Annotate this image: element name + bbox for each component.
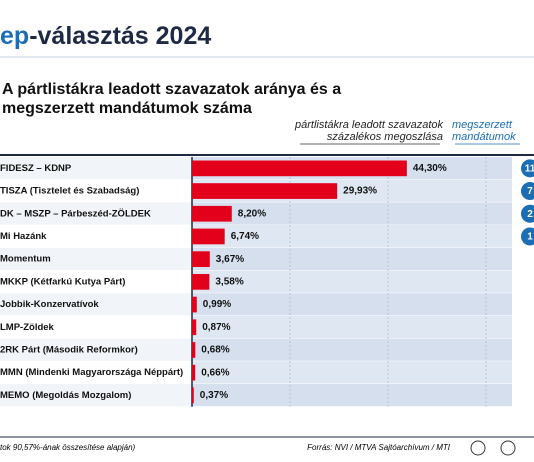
category-label: TISZA (Tisztelet és Szabadság) (0, 186, 139, 197)
header-title: -választás 2024 (29, 22, 212, 50)
category-label: LMP-Zöldek (0, 322, 55, 333)
row-band (0, 384, 192, 407)
bar (192, 251, 210, 267)
seat-label: 7 (527, 186, 533, 197)
panel-band (192, 293, 512, 316)
seat-label: 11 (525, 163, 534, 174)
legend-label: pártlistákra leadott szavazatok százalék… (295, 119, 443, 143)
row-band (0, 225, 192, 248)
value-label: 44,30% (413, 163, 447, 174)
category-label: MMN (Mindenki Magyarországa Néppárt) (0, 367, 183, 378)
category-label: MEMO (Megoldás Mozgalom) (0, 390, 131, 401)
logo-icon (500, 440, 516, 456)
row-band (0, 179, 192, 203)
category-label: Momentum (0, 254, 51, 265)
seat-badge (521, 227, 534, 246)
logo: ep (0, 22, 30, 50)
bar (192, 183, 338, 199)
bar (192, 160, 407, 177)
panel-band (192, 315, 512, 339)
value-label: 29,93% (343, 186, 377, 197)
row-band (0, 293, 192, 316)
panel-band (192, 247, 512, 271)
source: Forrás: NVI / MTVA Sajtóarchívum / MTI (307, 443, 451, 452)
bar (192, 274, 210, 290)
panel-band (192, 384, 512, 407)
category-label: DK – MSZP – Párbeszéd-ZÖLDEK (0, 208, 151, 219)
category-label: 2RK Párt (Második Reformkor) (0, 344, 138, 355)
row-band (0, 361, 192, 384)
bar (192, 228, 225, 245)
seat-label: 2 (527, 209, 533, 220)
panel-band (192, 361, 512, 384)
value-label: 3,67% (216, 254, 244, 265)
seat-label: 1 (527, 232, 533, 243)
panel-band (192, 270, 512, 294)
value-label: 0,37% (200, 390, 228, 401)
legend-label: megszerzett mandátumok (452, 119, 516, 143)
category-label: Mi Hazánk (0, 231, 47, 242)
row-band (0, 247, 192, 271)
value-label: 0,68% (201, 345, 229, 356)
bar (192, 364, 196, 381)
bar (192, 296, 197, 313)
category-label: FIDESZ – KDNP (0, 163, 72, 174)
header: ep-választás 2024 (0, 22, 211, 51)
bar (192, 387, 194, 404)
footnote: tok 90,57%-ának összesítése alapján) (0, 443, 136, 452)
seat-badge (521, 204, 534, 223)
category-label: MKKP (Kétfarkú Kutya Párt) (0, 276, 125, 287)
panel-band (192, 202, 512, 226)
value-label: 6,74% (231, 231, 259, 242)
value-label: 0,87% (202, 322, 230, 333)
value-label: 8,20% (238, 208, 266, 219)
row-band (0, 157, 192, 180)
chart-title: A pártlistákra leadott szavazatok aránya… (2, 81, 342, 117)
row-band (0, 202, 192, 226)
bar (192, 205, 232, 222)
seat-badge (521, 159, 534, 178)
value-label: 3,58% (215, 276, 243, 287)
value-label: 0,66% (201, 367, 229, 378)
panel-band (192, 225, 512, 248)
row-band (0, 338, 192, 362)
bar (192, 342, 196, 358)
row-band (0, 270, 192, 294)
value-label: 0,99% (203, 299, 231, 310)
panel-band (192, 338, 512, 362)
logo-icon (470, 440, 486, 456)
row-band (0, 315, 192, 339)
category-label: Jobbik-Konzervatívok (0, 299, 99, 310)
bar (192, 319, 197, 336)
seat-badge (521, 182, 534, 201)
